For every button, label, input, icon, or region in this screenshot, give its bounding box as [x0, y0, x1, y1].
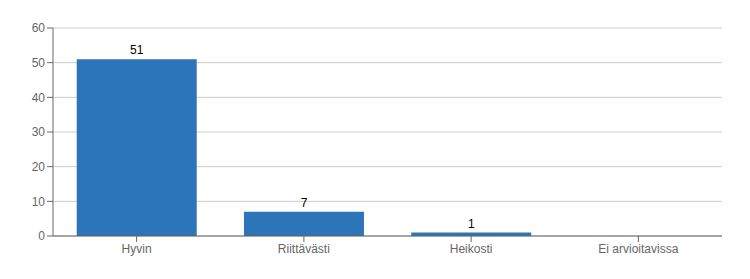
svg-text:Hyvin: Hyvin [122, 242, 152, 256]
svg-text:Ei arvioitavissa: Ei arvioitavissa [598, 242, 678, 256]
svg-text:Riittävästi: Riittävästi [278, 242, 330, 256]
svg-text:60: 60 [32, 21, 46, 35]
svg-text:30: 30 [32, 125, 46, 139]
svg-text:51: 51 [130, 43, 144, 57]
svg-text:10: 10 [32, 195, 46, 209]
svg-text:1: 1 [468, 217, 475, 231]
svg-text:7: 7 [301, 196, 308, 210]
svg-text:0: 0 [38, 229, 45, 243]
svg-text:50: 50 [32, 56, 46, 70]
svg-text:Heikosti: Heikosti [450, 242, 493, 256]
svg-text:20: 20 [32, 160, 46, 174]
svg-text:40: 40 [32, 91, 46, 105]
